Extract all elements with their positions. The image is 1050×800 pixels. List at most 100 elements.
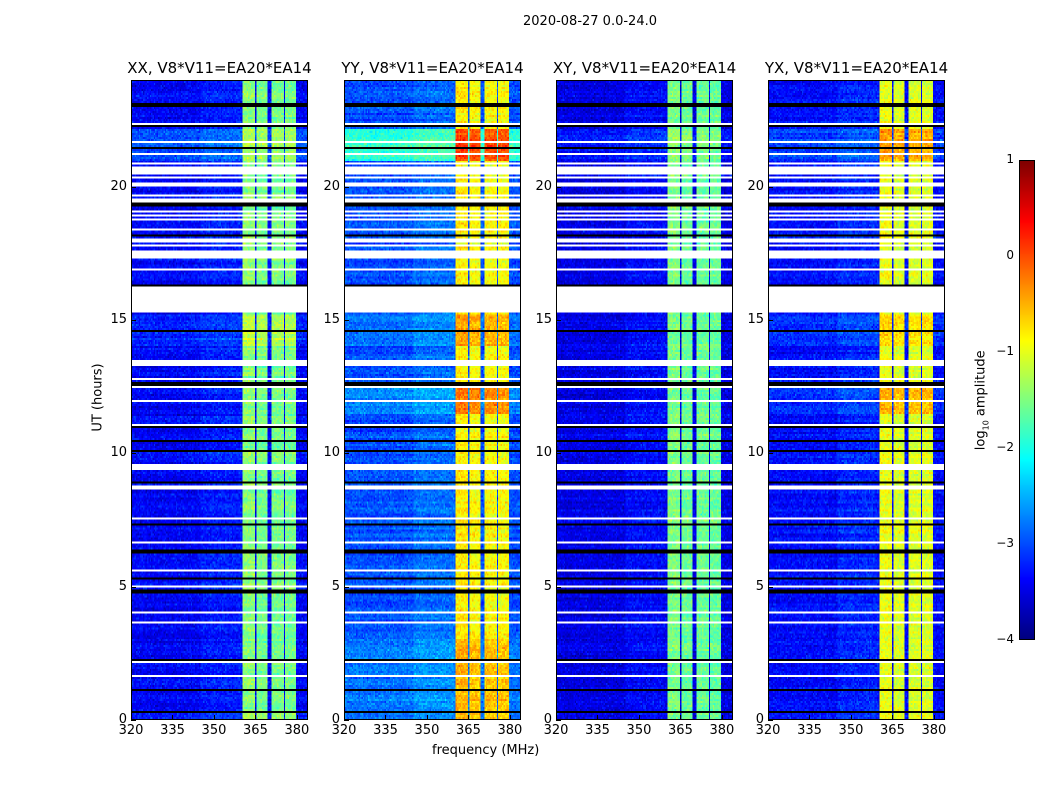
- x-tick-mark: [213, 715, 215, 720]
- y-tick-label: 5: [755, 578, 764, 594]
- y-tick-mark: [556, 453, 561, 455]
- x-tick-label: 380: [921, 723, 947, 738]
- y-tick-mark: [344, 320, 349, 321]
- x-tick-label: 335: [160, 723, 185, 738]
- x-tick-mark: [892, 715, 894, 720]
- x-tick-mark: [556, 715, 557, 720]
- y-tick-mark: [344, 586, 349, 588]
- heatmap-panel-2: [556, 80, 733, 720]
- x-tick-label: 380: [709, 723, 735, 738]
- x-tick-label: 380: [497, 723, 523, 738]
- y-tick-label: 15: [747, 312, 764, 327]
- panel-title: XY, V8*V11=EA20*EA14: [552, 59, 737, 77]
- heatmap-panel-1: [344, 80, 521, 720]
- colorbar-tick-label: −4: [996, 632, 1014, 646]
- y-tick-mark: [556, 720, 561, 721]
- y-tick-label: 15: [535, 312, 552, 327]
- colorbar-tick-label: 0: [1006, 248, 1014, 262]
- x-tick-label: 350: [414, 723, 440, 738]
- y-tick-mark: [768, 453, 773, 455]
- x-tick-mark: [509, 715, 511, 720]
- y-tick-mark: [556, 320, 561, 321]
- y-tick-label: 15: [323, 312, 340, 327]
- colorbar-tick-label: −2: [996, 440, 1014, 454]
- colorbar-tick-label: 1: [1006, 152, 1014, 166]
- y-tick-mark: [768, 320, 773, 321]
- heatmap-canvas: [557, 81, 732, 719]
- y-tick-mark: [768, 720, 773, 721]
- y-tick-label: 20: [535, 178, 552, 194]
- y-tick-label: 20: [747, 178, 764, 194]
- y-tick-label: 10: [323, 445, 340, 461]
- y-tick-label: 5: [118, 578, 127, 594]
- y-tick-label: 10: [110, 445, 127, 461]
- y-tick-mark: [131, 453, 136, 455]
- x-tick-label: 320: [755, 723, 781, 738]
- x-tick-mark: [850, 715, 852, 720]
- colorbar-tick-label: −3: [996, 536, 1014, 550]
- y-tick-mark: [131, 720, 136, 721]
- colorbar-label-sub: 10: [981, 420, 991, 431]
- x-tick-label: 320: [543, 723, 569, 738]
- x-tick-mark: [680, 715, 682, 720]
- y-tick-mark: [131, 586, 136, 588]
- y-tick-mark: [131, 320, 136, 321]
- x-tick-mark: [296, 715, 298, 720]
- x-tick-mark: [255, 715, 257, 720]
- x-tick-label: 365: [243, 723, 268, 738]
- y-tick-label: 0: [118, 712, 127, 727]
- colorbar-label-log: log: [973, 430, 989, 451]
- x-tick-label: 350: [201, 723, 227, 738]
- y-tick-label: 20: [110, 178, 127, 194]
- y-tick-label: 20: [323, 178, 340, 194]
- x-tick-mark: [344, 715, 345, 720]
- x-tick-mark: [597, 715, 599, 720]
- y-tick-label: 15: [110, 312, 127, 327]
- x-tick-label: 335: [797, 723, 822, 738]
- x-tick-mark: [426, 715, 428, 720]
- x-tick-label: 365: [456, 723, 481, 738]
- x-tick-mark: [172, 715, 174, 720]
- panel-title: YX, V8*V11=EA20*EA14: [764, 59, 949, 77]
- x-tick-mark: [933, 715, 935, 720]
- y-tick-label: 0: [331, 712, 340, 727]
- figure-title: 2020-08-27 0.0-24.0: [523, 14, 657, 29]
- heatmap-panel-3: [768, 80, 945, 720]
- y-tick-mark: [556, 586, 561, 588]
- x-tick-mark: [385, 715, 387, 720]
- y-tick-label: 10: [747, 445, 764, 461]
- colorbar-gradient: [1020, 161, 1034, 639]
- colorbar-label: log10 amplitude: [974, 330, 991, 470]
- y-tick-mark: [768, 186, 773, 188]
- panel-title: XX, V8*V11=EA20*EA14: [127, 59, 312, 77]
- x-tick-label: 365: [668, 723, 693, 738]
- x-tick-label: 380: [284, 723, 310, 738]
- x-tick-mark: [768, 715, 769, 720]
- x-tick-label: 320: [118, 723, 144, 738]
- heatmap-canvas: [345, 81, 520, 719]
- y-tick-mark: [344, 453, 349, 455]
- x-tick-mark: [468, 715, 470, 720]
- y-tick-label: 5: [331, 578, 340, 594]
- heatmap-panel-0: [131, 80, 308, 720]
- x-tick-mark: [721, 715, 723, 720]
- heatmap-canvas: [769, 81, 944, 719]
- x-tick-label: 320: [331, 723, 357, 738]
- colorbar-tick-label: −1: [996, 344, 1014, 358]
- x-tick-mark: [131, 715, 132, 720]
- y-tick-label: 0: [755, 712, 764, 727]
- x-tick-label: 350: [838, 723, 864, 738]
- x-tick-label: 335: [585, 723, 610, 738]
- x-tick-label: 335: [373, 723, 398, 738]
- x-axis-label: frequency (MHz): [432, 743, 540, 758]
- colorbar: [1019, 160, 1035, 640]
- y-tick-label: 10: [535, 445, 552, 461]
- x-tick-mark: [809, 715, 811, 720]
- x-tick-label: 350: [626, 723, 652, 738]
- y-tick-label: 0: [543, 712, 552, 727]
- y-tick-mark: [344, 186, 349, 188]
- colorbar-label-suffix: amplitude: [973, 350, 989, 421]
- x-tick-label: 365: [880, 723, 905, 738]
- y-tick-label: 5: [543, 578, 552, 594]
- x-tick-mark: [638, 715, 640, 720]
